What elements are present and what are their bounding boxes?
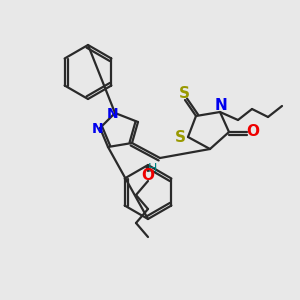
Text: S: S xyxy=(175,130,185,146)
Text: N: N xyxy=(92,122,104,136)
Text: S: S xyxy=(178,85,190,100)
Text: N: N xyxy=(107,107,119,121)
Text: H: H xyxy=(147,161,157,175)
Text: O: O xyxy=(142,167,154,182)
Text: N: N xyxy=(214,98,227,112)
Text: O: O xyxy=(247,124,260,140)
